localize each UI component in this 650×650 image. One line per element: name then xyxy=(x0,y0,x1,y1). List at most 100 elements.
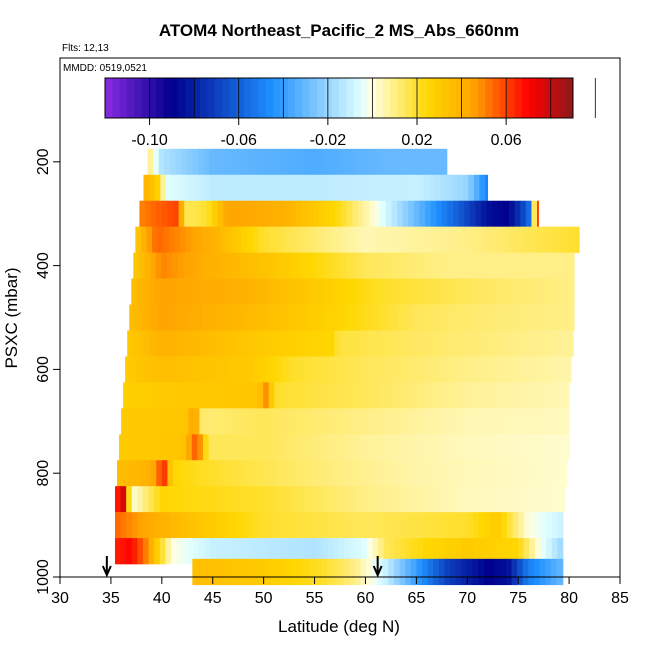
heatmap-cell xyxy=(216,330,223,357)
heatmap-cell xyxy=(525,252,532,279)
heatmap-cell xyxy=(283,408,290,435)
heatmap-cell xyxy=(314,226,321,253)
heatmap-cell xyxy=(234,200,241,227)
heatmap-cell xyxy=(136,356,143,383)
heatmap-cell xyxy=(531,200,538,227)
heatmap-cell xyxy=(468,174,475,202)
heatmap-cell xyxy=(254,278,261,305)
y-tick-label: 600 xyxy=(35,356,52,383)
heatmap-cell xyxy=(220,148,227,176)
heatmap-cell xyxy=(329,460,336,487)
heatmap-cell xyxy=(243,486,250,513)
heatmap-cell xyxy=(485,174,489,202)
heatmap-cell xyxy=(182,512,189,539)
heatmap-cell xyxy=(407,252,414,279)
x-axis: 30 35 40 45 50 55 60 65 70 75 80 85 xyxy=(51,577,629,607)
heatmap-cell xyxy=(512,278,519,305)
heatmap-cell xyxy=(315,356,322,383)
heatmap-cell xyxy=(189,252,196,279)
heatmap-cell xyxy=(305,408,312,435)
heatmap-cell xyxy=(203,558,210,586)
heatmap-cell xyxy=(398,304,405,331)
heatmap-cell xyxy=(122,460,129,487)
heatmap-cell xyxy=(385,200,392,227)
heatmap-cell xyxy=(217,460,224,487)
heatmap-cell xyxy=(353,304,360,331)
heatmap-cell xyxy=(500,558,507,586)
heatmap-cell xyxy=(489,278,496,305)
heatmap-cell xyxy=(258,304,265,331)
heatmap-cell xyxy=(444,558,451,586)
heatmap-cell xyxy=(207,304,214,331)
heatmap-cell xyxy=(458,252,465,279)
heatmap-cell xyxy=(492,200,499,227)
colorbar-swatch xyxy=(412,78,420,118)
heatmap-cell xyxy=(184,200,191,227)
heatmap-cell xyxy=(289,330,296,357)
heatmap-cell xyxy=(367,174,374,202)
heatmap-cell xyxy=(441,252,448,279)
heatmap-cell xyxy=(495,486,502,513)
heatmap-cell xyxy=(407,330,414,357)
heatmap-cell xyxy=(287,148,294,176)
heatmap-cell xyxy=(475,200,482,227)
heatmap-cell xyxy=(239,252,246,279)
heatmap-cell xyxy=(313,200,320,227)
colorbar-swatch xyxy=(499,78,508,118)
heatmap-cell xyxy=(470,304,477,331)
heatmap-cell xyxy=(335,382,342,409)
heatmap-cell xyxy=(376,434,383,461)
heatmap-cell xyxy=(311,408,318,435)
heatmap-cell xyxy=(140,226,147,253)
heatmap-cell xyxy=(366,486,373,513)
heatmap-cell xyxy=(482,226,489,253)
heatmap-cell xyxy=(202,304,209,331)
heatmap-cell xyxy=(301,460,308,487)
heatmap-cell xyxy=(332,278,339,305)
heatmap-cell xyxy=(244,174,251,202)
heatmap-cell xyxy=(488,434,495,461)
heatmap-cell xyxy=(436,460,443,487)
heatmap-row xyxy=(143,174,489,202)
heatmap-cell xyxy=(268,382,275,409)
heatmap-cell xyxy=(260,278,267,305)
heatmap-cell xyxy=(377,278,384,305)
heatmap-cell xyxy=(402,460,409,487)
heatmap-cell xyxy=(172,252,179,279)
heatmap-cell xyxy=(151,382,158,409)
heatmap-cell xyxy=(276,148,283,176)
heatmap-cell xyxy=(277,408,284,435)
heatmap-cell xyxy=(455,434,462,461)
heatmap-cell xyxy=(421,558,428,586)
heatmap-cell xyxy=(253,148,260,176)
heatmap-cell xyxy=(261,174,268,202)
heatmap-cell xyxy=(147,434,154,461)
heatmap-cell xyxy=(456,278,463,305)
x-tick-label: 70 xyxy=(458,590,476,607)
heatmap-cell xyxy=(243,278,250,305)
heatmap-cell xyxy=(494,434,501,461)
heatmap-cell xyxy=(211,330,218,357)
heatmap-cell xyxy=(293,148,300,176)
heatmap-cell xyxy=(460,434,467,461)
heatmap-cell xyxy=(354,356,361,383)
heatmap-cell xyxy=(143,408,150,435)
heatmap-cell xyxy=(460,226,467,253)
heatmap-cell xyxy=(340,330,346,357)
heatmap-cell xyxy=(302,304,309,331)
heatmap-cell xyxy=(496,408,503,435)
colorbar-swatch xyxy=(126,78,135,118)
colorbar-swatch xyxy=(521,78,530,118)
heatmap-cell xyxy=(209,356,216,383)
heatmap-cell xyxy=(198,486,205,513)
heatmap-cell xyxy=(533,434,540,461)
heatmap-cell xyxy=(540,486,547,513)
heatmap-cell xyxy=(532,226,539,253)
heatmap-cell xyxy=(373,408,380,435)
heatmap-cell xyxy=(439,486,446,513)
heatmap-cell xyxy=(251,460,258,487)
heatmap-cell xyxy=(338,538,345,565)
heatmap-cell xyxy=(494,558,501,586)
heatmap-cell xyxy=(445,408,452,435)
heatmap-cell xyxy=(469,460,476,487)
